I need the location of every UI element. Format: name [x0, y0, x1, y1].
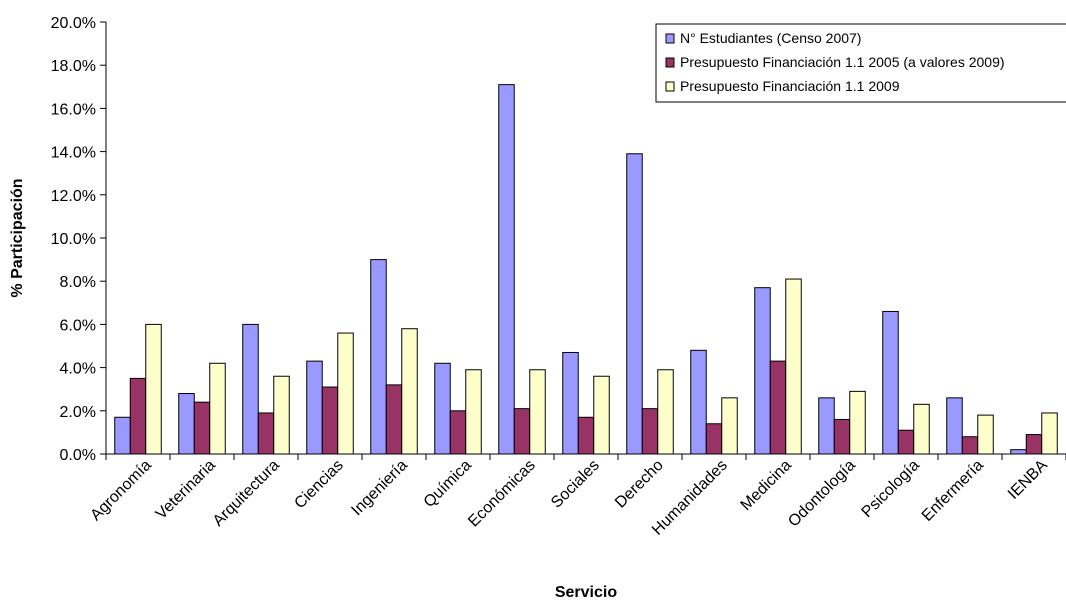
bar	[977, 414, 994, 455]
bar	[178, 393, 195, 455]
bar	[114, 416, 131, 455]
y-tick-label: 8.0%	[60, 274, 96, 291]
y-axis-ticks: 0.0% 2.0% 4.0% 6.0% 8.0% 10.0% 12.0% 14.0% 16.0%…	[51, 15, 106, 464]
x-tick-label: Ingeniería	[348, 457, 410, 519]
y-tick-label: 16.0%	[51, 101, 96, 118]
x-tick-label: Odontología	[785, 457, 859, 531]
x-axis-title: Servicio	[555, 584, 617, 601]
x-tick-label: Arquitectura	[210, 457, 283, 530]
bar	[385, 384, 403, 455]
bar	[785, 278, 802, 455]
bar	[833, 418, 851, 455]
bar	[449, 410, 467, 455]
bar	[242, 323, 259, 455]
y-tick-label: 14.0%	[51, 145, 96, 162]
y-tick-label: 18.0%	[51, 58, 96, 75]
y-tick-label: 12.0%	[51, 188, 96, 205]
legend-label: Presupuesto Financiación 1.1 2005 (a val…	[680, 54, 1005, 70]
axes	[105, 22, 1066, 455]
bars	[114, 84, 1058, 455]
x-tick-label: IENBA	[1005, 457, 1051, 503]
bar	[145, 323, 162, 455]
x-tick-label: Química	[421, 457, 475, 511]
bar	[705, 423, 723, 455]
y-tick-label: 6.0%	[60, 317, 96, 334]
legend-swatch	[665, 81, 675, 92]
bar	[913, 403, 930, 455]
bar	[641, 408, 659, 455]
y-axis-title: % Participación	[9, 178, 26, 297]
bar	[882, 310, 899, 455]
bar	[306, 360, 323, 455]
bar	[849, 390, 866, 455]
legend-swatch	[665, 33, 675, 44]
x-tick-label: Medicina	[738, 457, 795, 514]
bar	[657, 369, 674, 455]
bar	[577, 416, 595, 455]
bar	[1010, 449, 1027, 455]
bar	[721, 397, 738, 455]
bar	[818, 397, 835, 455]
bar	[209, 362, 226, 455]
bar	[897, 429, 915, 455]
bar	[961, 436, 979, 455]
bar	[562, 351, 579, 455]
legend: N° Estudiantes (Censo 2007) Presupuesto F…	[655, 23, 1066, 103]
y-tick-label: 0.0%	[60, 447, 96, 464]
legend-swatch	[665, 57, 675, 68]
bar	[337, 332, 354, 455]
y-tick-label: 20.0%	[51, 15, 96, 32]
bar	[193, 401, 211, 455]
bar	[626, 153, 643, 455]
legend-label: Presupuesto Financiación 1.1 2009	[680, 78, 900, 94]
bar	[754, 287, 771, 455]
bar	[593, 375, 610, 455]
x-tick-label: Enfermería	[919, 457, 987, 525]
x-tick-label: Psicología	[859, 457, 923, 521]
bar	[370, 259, 387, 455]
bar	[1025, 434, 1043, 455]
bar	[1041, 412, 1058, 455]
bar	[465, 369, 482, 455]
bar	[434, 362, 451, 455]
y-tick-label: 2.0%	[60, 404, 96, 421]
bar	[946, 397, 963, 455]
bar	[498, 84, 515, 455]
y-tick-label: 4.0%	[60, 361, 96, 378]
y-tick-label: 10.0%	[51, 231, 96, 248]
bar	[273, 375, 290, 455]
bar	[513, 408, 531, 455]
x-tick-label: Veterinaria	[153, 457, 219, 523]
legend-label: N° Estudiantes (Censo 2007)	[680, 30, 861, 46]
x-tick-label: Sociales	[548, 457, 603, 512]
x-tick-label: Económicas	[465, 457, 539, 531]
bar	[257, 412, 275, 455]
bar	[690, 349, 707, 455]
x-tick-label: Derecho	[612, 457, 667, 512]
x-tick-label: Ciencias	[291, 457, 346, 512]
bar	[321, 386, 339, 455]
legend-box	[655, 23, 1066, 103]
bar	[129, 377, 147, 455]
bar	[769, 360, 787, 455]
bar	[529, 369, 546, 455]
x-tick-label: Agronomía	[87, 457, 154, 524]
bar	[401, 328, 418, 455]
